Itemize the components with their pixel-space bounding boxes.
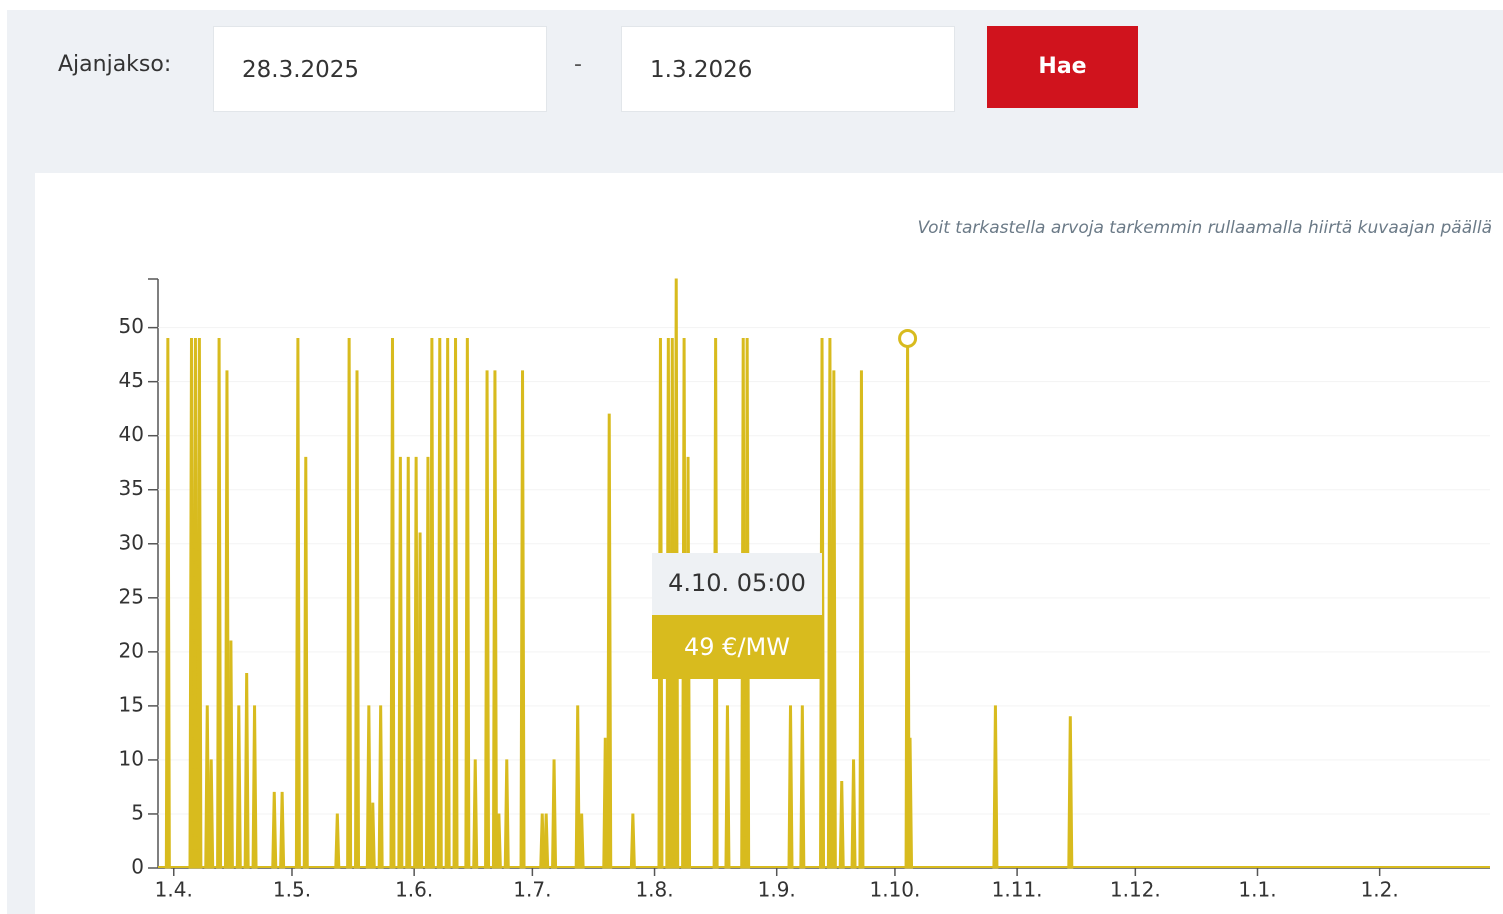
spike bbox=[819, 337, 826, 869]
y-tick-label: 10 bbox=[119, 746, 144, 770]
spike bbox=[484, 370, 491, 869]
spike bbox=[574, 705, 581, 869]
y-tick-label: 40 bbox=[119, 422, 144, 446]
spike bbox=[279, 791, 286, 869]
search-button[interactable]: Hae bbox=[987, 26, 1138, 108]
spike bbox=[204, 705, 211, 869]
x-tick-label: 1.6. bbox=[395, 878, 433, 902]
spike bbox=[223, 370, 230, 869]
spike bbox=[216, 337, 223, 869]
x-tick-label: 1.10. bbox=[869, 878, 920, 902]
spike bbox=[629, 813, 636, 869]
start-date-input[interactable]: 28.3.2025 bbox=[213, 26, 547, 112]
y-tick-label: 25 bbox=[119, 584, 144, 608]
spike bbox=[302, 456, 309, 869]
hover-point bbox=[898, 328, 918, 348]
spike bbox=[1067, 716, 1074, 869]
spike bbox=[192, 337, 199, 869]
x-tick-label: 1.7. bbox=[513, 878, 551, 902]
period-label: Ajanjakso: bbox=[58, 52, 172, 77]
spike bbox=[495, 813, 502, 869]
y-tick-label: 50 bbox=[119, 314, 144, 338]
x-tick-label: 1.8. bbox=[635, 878, 673, 902]
spike bbox=[799, 705, 806, 869]
spike bbox=[543, 813, 550, 869]
spike bbox=[196, 337, 203, 869]
spike bbox=[164, 337, 171, 869]
spike bbox=[539, 813, 546, 869]
y-tick-label: 30 bbox=[119, 530, 144, 554]
spike bbox=[377, 705, 384, 869]
tooltip-body bbox=[652, 615, 822, 679]
x-tick-label: 1.9. bbox=[758, 878, 796, 902]
spike bbox=[346, 337, 353, 869]
spike bbox=[464, 337, 471, 869]
spike bbox=[724, 705, 731, 869]
spike bbox=[907, 737, 914, 869]
spike bbox=[858, 370, 865, 869]
tooltip-value: 49 €/MW bbox=[684, 633, 790, 661]
x-tick-label: 1.12. bbox=[1110, 878, 1161, 902]
spike bbox=[578, 813, 585, 869]
spike bbox=[436, 337, 443, 869]
spike bbox=[397, 456, 404, 869]
spike bbox=[334, 813, 341, 869]
spike bbox=[227, 640, 234, 869]
spike bbox=[551, 759, 558, 869]
y-tick-label: 5 bbox=[131, 800, 144, 824]
spike bbox=[271, 791, 278, 869]
spike bbox=[606, 413, 613, 869]
spike bbox=[787, 705, 794, 869]
tooltip-time: 4.10. 05:00 bbox=[668, 569, 806, 597]
x-tick-label: 1.2. bbox=[1361, 878, 1399, 902]
spike bbox=[830, 370, 837, 869]
spike bbox=[389, 337, 396, 869]
x-tick-label: 1.5. bbox=[273, 878, 311, 902]
y-tick-label: 35 bbox=[119, 476, 144, 500]
spike bbox=[472, 759, 479, 869]
spike bbox=[491, 370, 498, 869]
spike bbox=[365, 705, 372, 869]
spike bbox=[992, 705, 999, 869]
separator: - bbox=[574, 52, 582, 77]
spike bbox=[413, 456, 420, 869]
spike bbox=[519, 370, 526, 869]
spike bbox=[369, 802, 376, 869]
y-tick-label: 15 bbox=[119, 692, 144, 716]
spike bbox=[251, 705, 258, 869]
end-date-input[interactable]: 1.3.2026 bbox=[621, 26, 955, 112]
spike bbox=[417, 532, 424, 869]
x-tick-label: 1.4. bbox=[155, 878, 193, 902]
y-tick-label: 45 bbox=[119, 368, 144, 392]
y-tick-label: 0 bbox=[131, 855, 144, 879]
y-tick-label: 20 bbox=[119, 638, 144, 662]
x-tick-label: 1.1. bbox=[1238, 878, 1276, 902]
spike bbox=[243, 672, 250, 869]
spike bbox=[405, 456, 412, 869]
spike bbox=[452, 337, 459, 869]
spike bbox=[826, 337, 833, 869]
x-tick-label: 1.11. bbox=[992, 878, 1043, 902]
spike bbox=[838, 781, 845, 869]
spike bbox=[444, 337, 451, 869]
hint: Voit tarkastella arvoja tarkemmin rullaa… bbox=[917, 218, 1492, 238]
spike bbox=[208, 759, 215, 869]
spike bbox=[428, 337, 435, 869]
spike bbox=[294, 337, 301, 869]
spike bbox=[354, 370, 361, 869]
spike bbox=[503, 759, 510, 869]
spike bbox=[188, 337, 195, 869]
spike bbox=[235, 705, 242, 869]
tooltip-header bbox=[652, 553, 822, 615]
spike bbox=[850, 759, 857, 869]
